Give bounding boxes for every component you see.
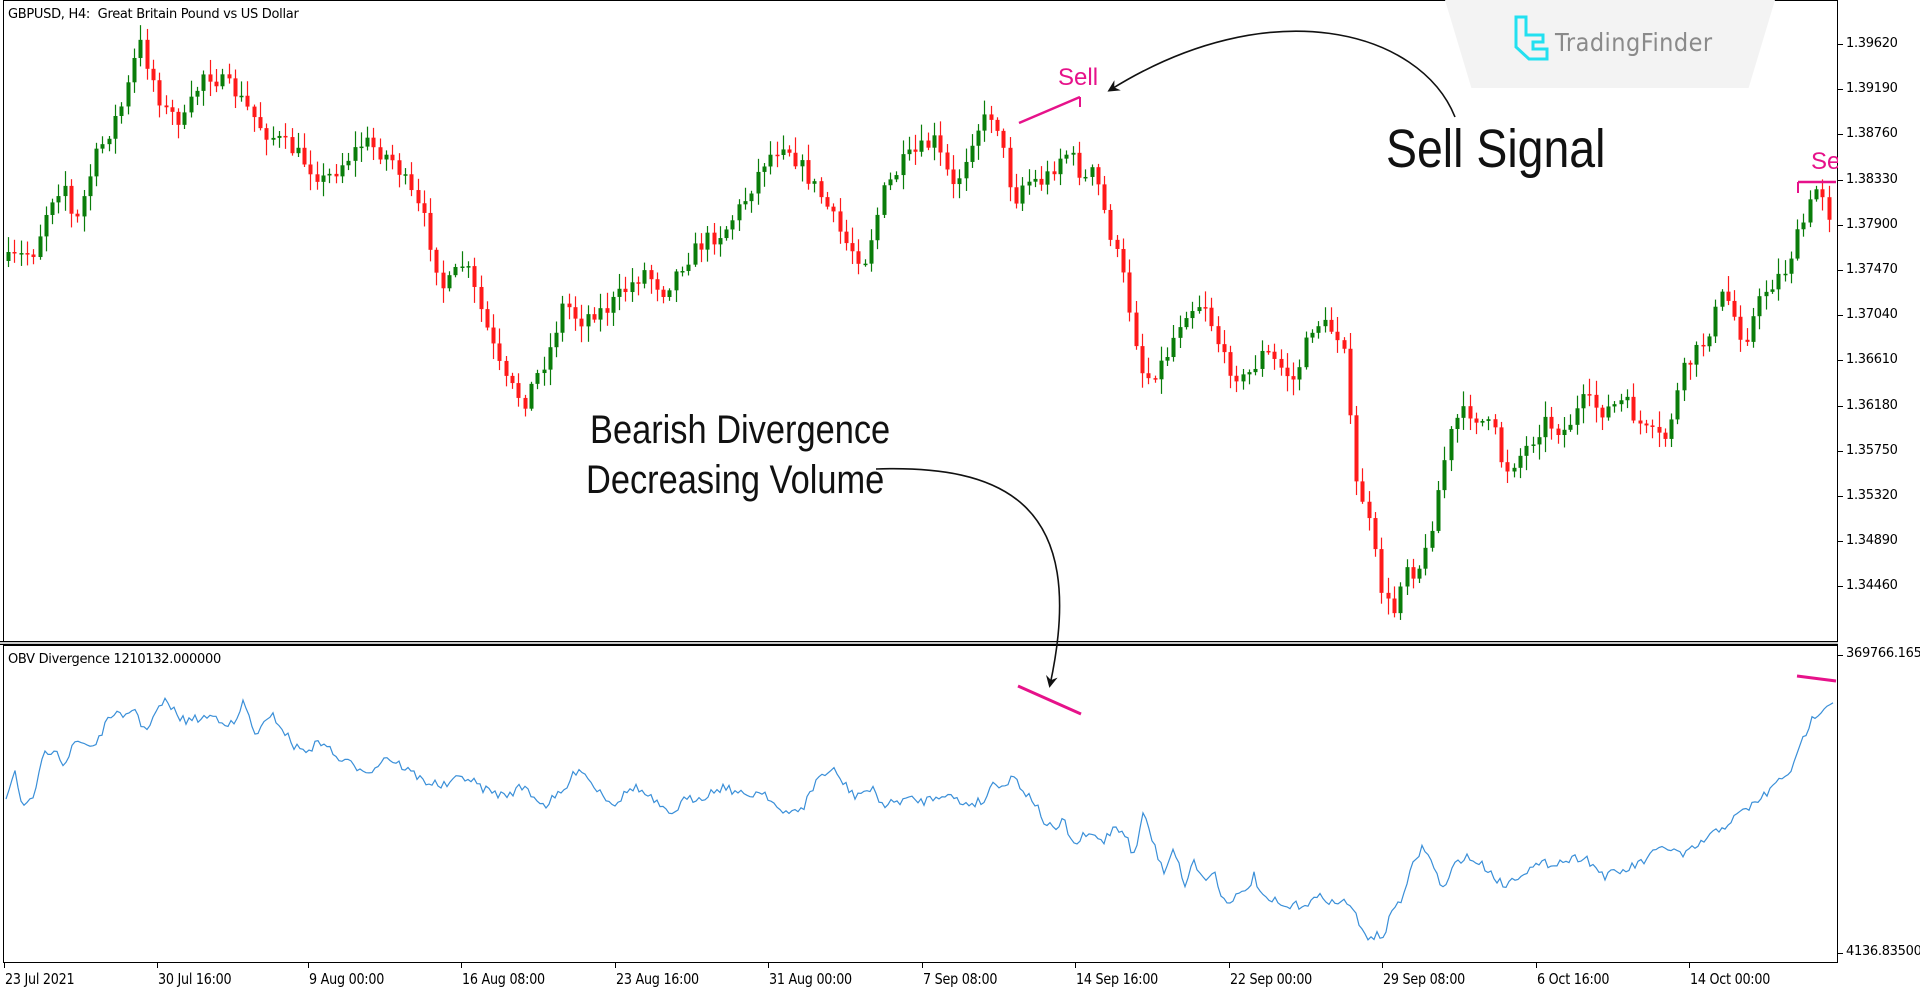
time-axis-tick (4, 963, 5, 968)
price-axis-tick (1838, 586, 1843, 588)
price-axis-tick (1838, 360, 1843, 362)
price-axis-label: 1.39620 (1846, 36, 1898, 51)
price-chart-title: GBPUSD, H4: Great Britain Pound vs US Do… (8, 7, 299, 22)
time-axis-tick (157, 963, 158, 968)
price-axis-label: 1.37470 (1846, 262, 1898, 277)
time-axis-tick (1382, 963, 1383, 968)
time-axis-label: 6 Oct 16:00 (1537, 970, 1610, 988)
time-axis-tick (768, 963, 769, 968)
time-axis-label: 29 Sep 08:00 (1383, 970, 1466, 988)
logo-brand-text: TradingFinder (1555, 28, 1713, 57)
price-axis-label: 1.39190 (1846, 81, 1898, 97)
time-axis-tick (922, 963, 923, 968)
time-axis-label: 30 Jul 16:00 (158, 970, 232, 988)
osc-min-label: 4136.83500 (1846, 944, 1920, 959)
sell-marker-clip: Se (1811, 148, 1838, 182)
price-axis-label: 1.35750 (1846, 442, 1898, 458)
obv-line-chart (5, 674, 1837, 941)
price-axis-tick (1838, 315, 1843, 317)
time-axis-tick (1536, 963, 1537, 968)
time-axis-label: 14 Sep 16:00 (1076, 970, 1159, 988)
sell-marker-label: Sell (1058, 64, 1099, 91)
time-axis-tick (1075, 963, 1076, 968)
logo-background (1445, 0, 1775, 88)
decreasing-volume-annotation: Decreasing Volume (586, 458, 885, 502)
price-axis-tick (1838, 541, 1843, 543)
time-axis-label: 31 Aug 00:00 (769, 970, 852, 988)
obv-indicator-pane[interactable]: OBV Divergence 1210132.000000 (3, 645, 1838, 963)
price-axis-tick (1838, 496, 1843, 497)
time-axis-label: 7 Sep 08:00 (923, 970, 998, 988)
indicator-title: OBV Divergence 1210132.000000 (8, 652, 221, 667)
price-axis-label: 1.37900 (1846, 216, 1898, 232)
tradingfinder-logo-icon (1514, 15, 1549, 61)
time-axis-label: 23 Jul 2021 (5, 970, 75, 988)
price-axis-tick (1838, 270, 1843, 271)
price-axis-label: 1.35320 (1846, 488, 1898, 503)
time-axis-tick (308, 963, 309, 968)
time-axis-tick (1229, 963, 1230, 968)
time-axis-label: 9 Aug 00:00 (309, 970, 385, 988)
time-axis-label: 14 Oct 00:00 (1690, 970, 1771, 988)
price-axis-tick (1838, 134, 1843, 136)
price-axis-label: 1.36180 (1846, 397, 1898, 413)
price-axis-label: 1.38330 (1846, 171, 1898, 187)
price-axis-tick (1838, 179, 1843, 181)
time-axis-label: 16 Aug 08:00 (462, 970, 545, 988)
time-axis-label: 23 Aug 16:00 (616, 970, 699, 988)
price-axis-tick (1838, 44, 1843, 45)
price-axis-tick (1838, 224, 1843, 226)
time-axis-tick (1689, 963, 1690, 968)
time-axis-tick (615, 963, 616, 968)
price-axis-label: 1.34460 (1846, 578, 1898, 594)
price-axis-label: 1.36610 (1846, 352, 1898, 368)
osc-max-label: 369766.165 (1846, 646, 1920, 661)
price-axis-label: 1.34890 (1846, 533, 1898, 549)
tradingfinder-logo: TradingFinder (1445, 0, 1775, 88)
price-chart-pane[interactable]: GBPUSD, H4: Great Britain Pound vs US Do… (3, 0, 1838, 642)
candlestick-chart (6, 25, 1836, 620)
price-axis-label: 1.37040 (1846, 307, 1898, 323)
sell-marker-label-2: Se (1811, 148, 1838, 175)
time-axis-tick (461, 963, 462, 968)
price-axis-tick (1838, 405, 1843, 407)
time-axis-label: 22 Sep 00:00 (1230, 970, 1313, 988)
price-axis-label: 1.38760 (1846, 126, 1898, 142)
bearish-divergence-annotation: Bearish Divergence (590, 408, 891, 452)
sell-signal-annotation: Sell Signal (1386, 119, 1606, 179)
osc-min-tick (1838, 953, 1843, 954)
osc-max-tick (1838, 655, 1843, 656)
price-axis-tick (1838, 89, 1843, 91)
price-axis-tick (1838, 450, 1843, 452)
